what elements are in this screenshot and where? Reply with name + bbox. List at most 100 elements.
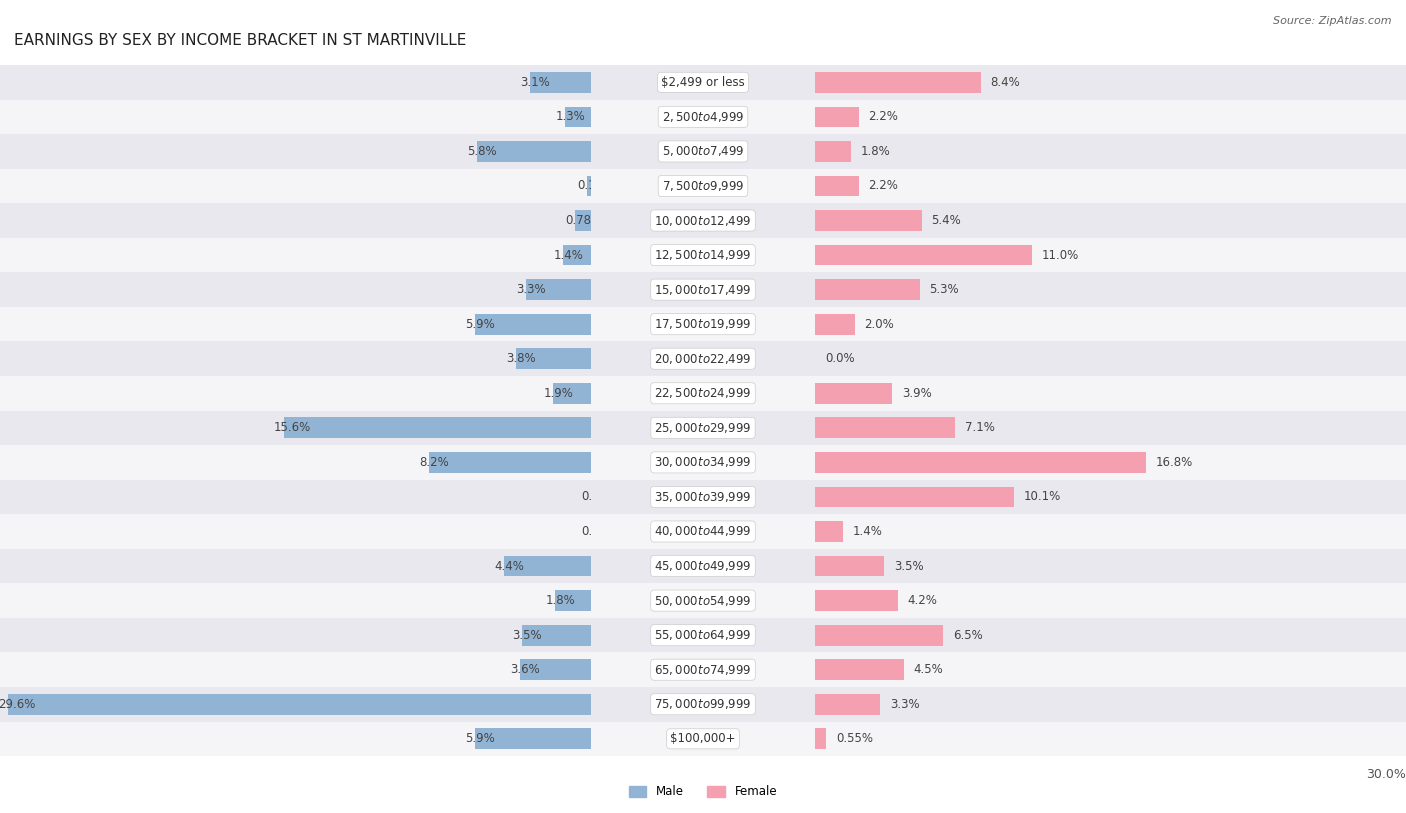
Bar (815, 418, 955, 438)
Bar (815, 237, 1406, 272)
Bar (591, 722, 815, 756)
Text: 7.1%: 7.1% (965, 421, 995, 434)
Bar (815, 134, 1406, 169)
Text: 1.9%: 1.9% (544, 387, 574, 400)
Bar (565, 107, 591, 127)
Text: 0.78%: 0.78% (565, 214, 603, 227)
Bar (815, 722, 1406, 756)
Text: $2,499 or less: $2,499 or less (661, 76, 745, 89)
Text: 1.4%: 1.4% (852, 525, 883, 538)
Bar (815, 452, 1146, 473)
Bar (815, 480, 1406, 515)
Bar (0, 515, 591, 549)
Bar (815, 203, 1406, 237)
Bar (564, 245, 591, 265)
Text: 5.9%: 5.9% (465, 733, 495, 746)
Text: 1.3%: 1.3% (555, 111, 585, 124)
Bar (815, 584, 1406, 618)
Text: 2.2%: 2.2% (869, 111, 898, 124)
Text: 8.2%: 8.2% (419, 456, 449, 469)
Text: 0.0%: 0.0% (825, 352, 855, 365)
Bar (591, 652, 815, 687)
Bar (591, 515, 815, 549)
Bar (815, 446, 1406, 480)
Text: 5.8%: 5.8% (467, 145, 496, 158)
Bar (477, 141, 591, 162)
Text: 3.3%: 3.3% (516, 283, 546, 296)
Bar (815, 687, 1406, 722)
Bar (815, 659, 904, 680)
Bar (0, 687, 591, 722)
Bar (591, 237, 815, 272)
Bar (0, 203, 591, 237)
Text: $22,500 to $24,999: $22,500 to $24,999 (654, 386, 752, 400)
Bar (591, 446, 815, 480)
Bar (815, 280, 920, 300)
Text: 11.0%: 11.0% (1042, 249, 1078, 262)
Bar (815, 411, 1406, 446)
Text: 8.4%: 8.4% (990, 76, 1021, 89)
Bar (815, 72, 980, 93)
Text: 29.6%: 29.6% (0, 698, 35, 711)
Text: $2,500 to $4,999: $2,500 to $4,999 (662, 110, 744, 124)
Bar (522, 624, 591, 646)
Bar (815, 211, 921, 231)
Text: $50,000 to $54,999: $50,000 to $54,999 (654, 593, 752, 607)
Bar (591, 307, 815, 341)
Bar (575, 211, 591, 231)
Text: 6.5%: 6.5% (953, 628, 983, 641)
Text: 3.5%: 3.5% (894, 559, 924, 572)
Bar (0, 134, 591, 169)
Text: 0.0%: 0.0% (581, 525, 610, 538)
Text: 16.8%: 16.8% (1156, 456, 1194, 469)
Bar (815, 515, 1406, 549)
Bar (0, 618, 591, 652)
Text: $100,000+: $100,000+ (671, 733, 735, 746)
Bar (520, 659, 591, 680)
Text: EARNINGS BY SEX BY INCOME BRACKET IN ST MARTINVILLE: EARNINGS BY SEX BY INCOME BRACKET IN ST … (14, 33, 467, 47)
Bar (815, 65, 1406, 99)
Bar (0, 272, 591, 307)
Text: Source: ZipAtlas.com: Source: ZipAtlas.com (1274, 16, 1392, 26)
Text: 4.4%: 4.4% (495, 559, 524, 572)
Text: 3.3%: 3.3% (890, 698, 920, 711)
Bar (591, 341, 815, 376)
Bar (815, 549, 1406, 584)
Bar (505, 556, 591, 576)
Bar (591, 169, 815, 203)
Text: 5.3%: 5.3% (929, 283, 959, 296)
Text: 4.2%: 4.2% (908, 594, 938, 607)
Text: 0.0%: 0.0% (581, 490, 610, 503)
Text: 4.5%: 4.5% (914, 663, 943, 676)
Bar (815, 245, 1032, 265)
Bar (0, 480, 591, 515)
Bar (475, 728, 591, 750)
Text: $55,000 to $64,999: $55,000 to $64,999 (654, 628, 752, 642)
Bar (591, 99, 815, 134)
Bar (815, 99, 1406, 134)
Bar (591, 687, 815, 722)
Bar (0, 237, 591, 272)
Text: 3.5%: 3.5% (512, 628, 541, 641)
Text: 1.4%: 1.4% (554, 249, 583, 262)
Legend: Male, Female: Male, Female (624, 780, 782, 803)
Text: $12,500 to $14,999: $12,500 to $14,999 (654, 248, 752, 262)
Text: 2.0%: 2.0% (865, 318, 894, 331)
Bar (815, 376, 1406, 411)
Bar (815, 652, 1406, 687)
Text: $65,000 to $74,999: $65,000 to $74,999 (654, 663, 752, 676)
Text: 5.4%: 5.4% (931, 214, 962, 227)
Bar (0, 341, 591, 376)
Text: 3.6%: 3.6% (510, 663, 540, 676)
Bar (526, 280, 591, 300)
Bar (591, 480, 815, 515)
Bar (429, 452, 591, 473)
Bar (554, 383, 591, 404)
Text: 30.0%: 30.0% (1367, 768, 1406, 781)
Text: 15.6%: 15.6% (274, 421, 311, 434)
Bar (0, 584, 591, 618)
Bar (284, 418, 591, 438)
Bar (815, 341, 1406, 376)
Bar (591, 203, 815, 237)
Bar (555, 590, 591, 611)
